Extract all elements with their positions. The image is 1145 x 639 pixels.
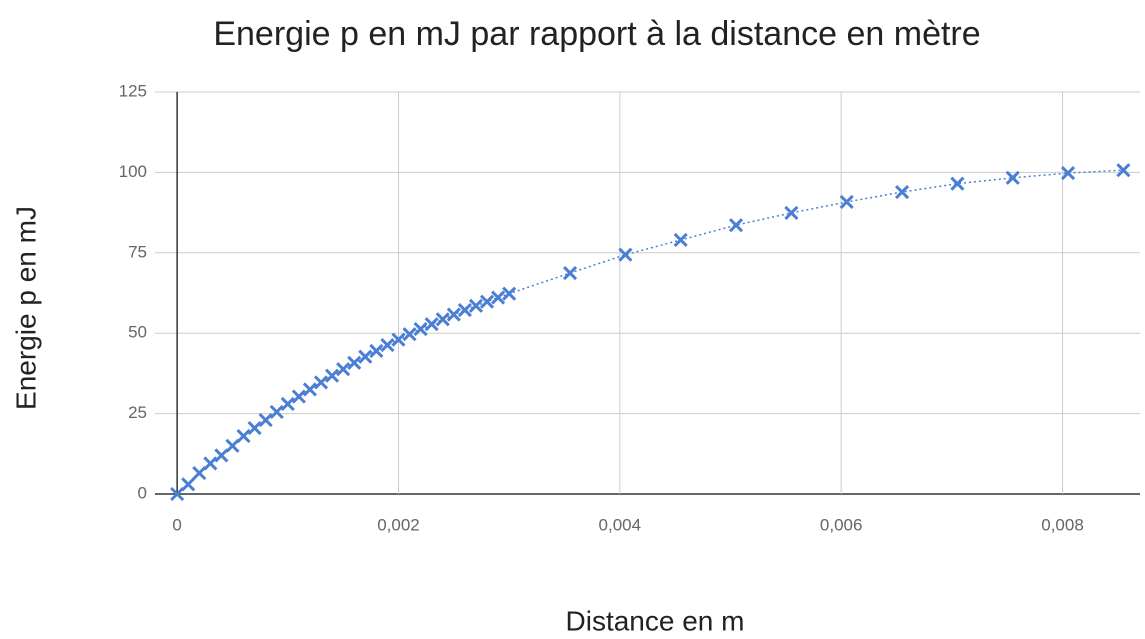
- x-tick-label: 0,008: [1041, 515, 1084, 534]
- point: [1005, 170, 1020, 185]
- point: [170, 486, 185, 502]
- point: [413, 321, 428, 337]
- y-tick-label: 100: [119, 162, 147, 181]
- point: [225, 438, 240, 453]
- point: [358, 349, 373, 364]
- point: [446, 307, 461, 322]
- point: [491, 290, 506, 305]
- x-tick-label: 0,006: [820, 515, 863, 534]
- point: [347, 355, 362, 370]
- point: [313, 375, 329, 390]
- point: [214, 448, 229, 463]
- point: [618, 247, 633, 262]
- point: [894, 184, 910, 200]
- point: [1060, 165, 1076, 181]
- point: [784, 205, 799, 220]
- point: [291, 389, 306, 404]
- point: [280, 396, 295, 412]
- point: [336, 362, 351, 377]
- point: [391, 332, 406, 347]
- point: [247, 421, 262, 436]
- point: [479, 294, 495, 309]
- y-axis-label: Energie p en mJ: [10, 206, 41, 410]
- point: [728, 218, 744, 233]
- point: [1116, 163, 1131, 178]
- point: [457, 302, 472, 318]
- y-tick-label: 50: [128, 323, 147, 342]
- point: [236, 429, 251, 444]
- x-axis-label: Distance en m: [566, 605, 745, 636]
- point: [258, 412, 273, 428]
- point: [302, 382, 318, 397]
- point: [435, 312, 450, 327]
- point: [424, 317, 439, 332]
- chart-title: Energie p en mJ par rapport à la distanc…: [213, 15, 980, 53]
- point: [950, 176, 965, 191]
- x-tick-label: 0,002: [377, 515, 420, 534]
- y-tick-label: 75: [128, 242, 147, 261]
- point: [192, 466, 207, 481]
- point: [839, 194, 854, 210]
- point: [203, 456, 218, 471]
- point: [502, 286, 517, 301]
- trend-line: [176, 169, 1124, 495]
- point: [468, 298, 484, 313]
- point: [673, 232, 688, 247]
- point: [562, 266, 578, 281]
- y-tick-label: 25: [128, 403, 147, 422]
- point: [181, 477, 196, 492]
- point: [380, 338, 395, 353]
- point: [325, 368, 340, 383]
- x-tick-label: 0: [172, 515, 181, 534]
- point: [402, 327, 417, 342]
- point: [369, 343, 384, 358]
- x-tick-label: 0,004: [599, 515, 642, 534]
- y-tick-label: 125: [119, 81, 147, 100]
- point: [269, 404, 284, 420]
- y-tick-label: 0: [138, 483, 147, 502]
